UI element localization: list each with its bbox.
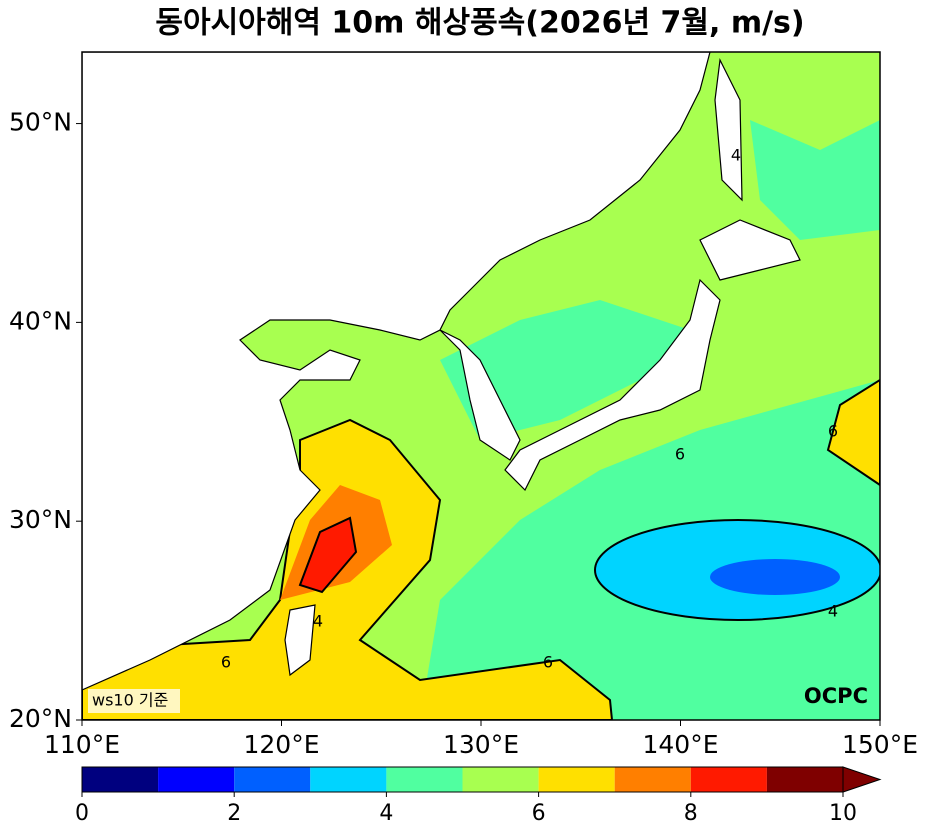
colorbar-box	[462, 767, 539, 792]
field-4-5	[750, 120, 880, 240]
map	[82, 52, 880, 720]
colorbar-box	[614, 767, 691, 792]
colorbar-tick-label: 0	[75, 801, 89, 826]
note-box	[88, 689, 180, 713]
colorbar-box	[234, 767, 311, 792]
contour-label: 6	[221, 653, 231, 672]
colorbar-box	[386, 767, 463, 792]
colorbar-box	[538, 767, 615, 792]
contour-label: 6	[828, 422, 838, 441]
colorbar-tick-label: 4	[379, 801, 393, 826]
colorbar-box	[82, 767, 159, 792]
colorbar-box	[690, 767, 767, 792]
note: ws10 기준	[92, 691, 168, 710]
contour-label: 6	[543, 653, 553, 672]
colorbar-box	[310, 767, 387, 792]
title: 동아시아해역 10m 해상풍속(2026년 7월, m/s)	[155, 6, 804, 41]
field-2-3	[710, 559, 840, 595]
colorbar-frame	[81, 766, 844, 793]
y-tick-label: 20°N	[9, 704, 72, 733]
contour-label: 4	[828, 602, 838, 621]
land	[82, 52, 801, 691]
contour-label: 4	[731, 146, 741, 165]
colorbar-tick-label: 10	[829, 801, 857, 826]
y-tick-label: 40°N	[9, 306, 72, 335]
source: OCPC	[804, 684, 868, 708]
x-tick-label: 140°E	[642, 730, 718, 759]
contour-label: 6	[675, 445, 685, 464]
y-tick-label: 50°N	[9, 108, 72, 137]
colorbar-tick-label: 8	[684, 801, 698, 826]
colorbar-extend	[842, 766, 882, 793]
contour-label: 4	[313, 612, 323, 631]
x-tick-label: 110°E	[44, 730, 120, 759]
field-6-7	[826, 378, 880, 487]
colorbar-tick-label: 2	[227, 801, 241, 826]
x-tick-label: 130°E	[443, 730, 519, 759]
colorbar-box	[766, 767, 843, 792]
field-8-9	[298, 516, 358, 594]
x-tick-label: 120°E	[243, 730, 319, 759]
y-tick-label: 30°N	[9, 505, 72, 534]
colorbar-tick-label: 6	[532, 801, 546, 826]
colorbar-box	[158, 767, 235, 792]
x-tick-label: 150°E	[842, 730, 918, 759]
